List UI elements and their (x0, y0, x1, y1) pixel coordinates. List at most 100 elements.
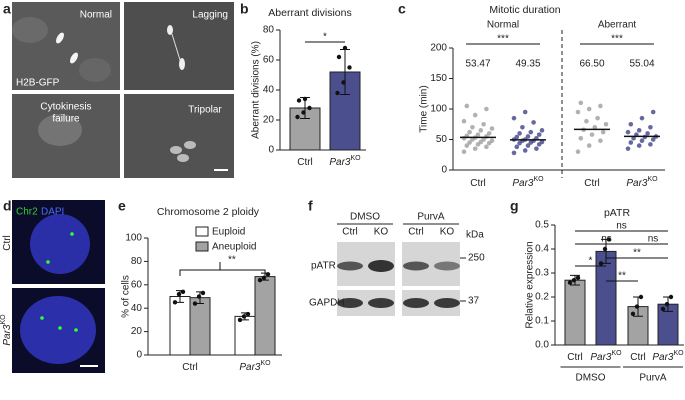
mean-label: 49.35 (515, 59, 540, 70)
label-part: Par3 (329, 157, 351, 168)
category-label: Ctrl (630, 352, 646, 363)
data-point (536, 132, 542, 137)
data-point (625, 129, 631, 135)
data-point (307, 105, 312, 111)
data-point (467, 140, 472, 145)
bar (564, 279, 586, 346)
data-point (336, 54, 342, 60)
y-tick-label: 0.4 (535, 244, 549, 255)
lane-label: KO (374, 227, 389, 238)
image-label: H2B-GFP (16, 78, 60, 89)
panel-label: b (240, 1, 249, 17)
group-label: Normal (487, 20, 519, 31)
significance-label: *** (611, 34, 623, 45)
data-point (237, 317, 243, 323)
lane-label: Ctrl (408, 227, 424, 238)
lane-label: Ctrl (342, 227, 358, 238)
category-label: Par3KO (0, 314, 12, 346)
category-label: Par3KO (590, 350, 622, 362)
data-point (257, 277, 263, 283)
y-tick-label: 80 (263, 25, 275, 36)
data-point (600, 129, 606, 135)
y-axis-label: Time (min) (419, 85, 430, 132)
blot-band (403, 261, 429, 271)
data-point (478, 128, 484, 133)
data-point (301, 110, 306, 115)
data-point (464, 143, 470, 148)
data-point (514, 134, 520, 140)
data-point (575, 109, 581, 115)
data-point (335, 90, 340, 96)
group-label: PurvA (639, 373, 667, 384)
blot-band (434, 298, 460, 308)
category-label: Ctrl (470, 178, 486, 189)
data-point (481, 137, 486, 142)
data-point (606, 237, 612, 242)
data-point (571, 278, 577, 283)
data-point (172, 300, 178, 305)
data-point (522, 148, 528, 153)
y-tick-label: 0 (136, 350, 142, 361)
data-point (347, 65, 352, 70)
significance-label: * (589, 256, 593, 267)
legend-label: Aneuploid (212, 242, 256, 253)
image-label: Normal (80, 10, 112, 21)
significance-label: ns (601, 234, 612, 245)
data-point (464, 103, 470, 109)
significance-label: *** (497, 34, 509, 45)
blot-band (368, 260, 394, 272)
stain-label: Chr2 (16, 207, 38, 218)
y-tick-label: 0.0 (535, 340, 549, 351)
data-point (602, 246, 608, 252)
label-part: KO (261, 360, 272, 367)
y-tick-label: 0.3 (535, 268, 549, 279)
panel-label: c (398, 1, 406, 17)
data-point (241, 314, 247, 319)
data-point (245, 311, 251, 317)
label-part: KO (0, 314, 7, 325)
bar (189, 297, 211, 356)
data-point (578, 100, 584, 106)
bar (169, 296, 191, 356)
data-point (592, 125, 598, 130)
category-label: Par3KO (329, 155, 361, 167)
y-tick-label: 50 (436, 134, 448, 145)
data-point (484, 144, 489, 150)
data-point (639, 138, 645, 144)
significance-label: * (323, 32, 327, 43)
data-point (598, 138, 603, 144)
data-point (598, 103, 603, 109)
y-tick-label: 0 (268, 145, 274, 156)
data-point (517, 131, 522, 136)
data-point (200, 290, 206, 296)
mean-label: 55.04 (629, 59, 654, 70)
panel-label: a (3, 1, 11, 17)
y-tick-label: 0 (441, 165, 447, 176)
significance-bracket (179, 262, 266, 276)
data-point (584, 118, 589, 124)
y-axis-label: Relative expression (525, 241, 536, 328)
data-point (486, 131, 492, 136)
bar (329, 71, 361, 151)
data-point (467, 129, 472, 135)
significance-label: ** (228, 255, 236, 266)
y-tick-label: 100 (125, 233, 142, 244)
significance-label: ns (648, 234, 659, 245)
data-point (650, 109, 656, 115)
data-point (648, 142, 653, 147)
y-tick-label: 200 (430, 43, 447, 54)
blot-band (403, 298, 429, 308)
category-label: Ctrl (567, 352, 583, 363)
y-tick-label: 100 (430, 104, 447, 115)
data-point (514, 144, 520, 150)
panel-label: e (118, 198, 126, 214)
data-point (489, 126, 495, 131)
label-part: Ctrl (182, 362, 198, 373)
category-label: Ctrl (2, 235, 13, 251)
data-point (295, 114, 300, 120)
data-point (628, 140, 634, 145)
data-point (586, 143, 592, 148)
y-tick-label: 40 (263, 85, 275, 96)
data-point (589, 132, 595, 137)
